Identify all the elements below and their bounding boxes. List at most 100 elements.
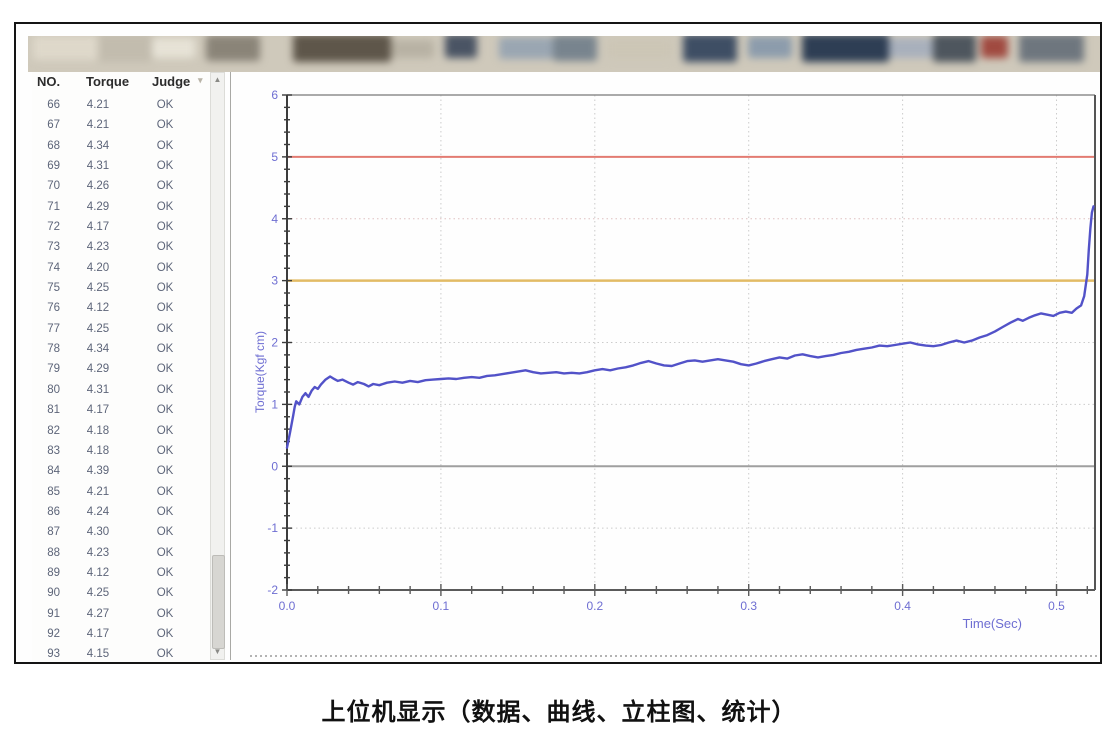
cell-no: 81 [47,404,60,417]
cell-no: 77 [47,322,60,335]
cell-no: 69 [47,160,60,173]
table-row[interactable]: 66 4.21 OK [32,96,210,116]
cell-no: 67 [47,119,60,132]
table-row[interactable]: 93 4.15 OK [32,645,210,660]
cell-judge: OK [156,99,174,111]
cell-no: 93 [47,648,60,660]
table-row[interactable]: 91 4.27 OK [32,605,210,625]
cell-no: 76 [47,302,60,315]
cell-torque: 4.25 [86,322,110,335]
cell-no: 66 [47,99,60,111]
table-row[interactable]: 71 4.29 OK [32,198,210,218]
cell-judge: OK [156,505,174,518]
cell-no: 73 [47,241,60,254]
column-header-torque[interactable]: Torque [86,74,130,89]
cell-torque: 4.15 [86,648,110,660]
column-header-no[interactable]: NO. [37,74,61,89]
cell-torque: 4.21 [86,119,110,132]
cell-torque: 4.21 [86,485,110,498]
cell-torque: 4.25 [86,282,110,295]
column-header-judge[interactable]: Judge [152,74,191,89]
svg-text:4: 4 [271,212,278,226]
table-row[interactable]: 87 4.30 OK [32,523,210,543]
cell-judge: OK [156,587,174,600]
table-row[interactable]: 84 4.39 OK [32,462,210,482]
table-row[interactable]: 80 4.31 OK [32,381,210,401]
panel-divider [230,72,231,660]
cell-no: 90 [47,587,60,600]
cell-torque: 4.17 [86,627,110,640]
table-row[interactable]: 79 4.29 OK [32,360,210,380]
table-row[interactable]: 85 4.21 OK [32,483,210,503]
figure-caption: 上位机显示（数据、曲线、立柱图、统计） [321,699,797,726]
cell-torque: 4.39 [86,465,110,478]
cell-judge: OK [156,200,174,213]
svg-text:6: 6 [271,88,278,102]
table-row[interactable]: 76 4.12 OK [32,299,210,319]
cell-judge: OK [156,139,174,152]
svg-text:-1: -1 [267,521,278,535]
cell-judge: OK [156,546,174,559]
cell-no: 92 [47,627,60,640]
cell-no: 70 [47,180,60,193]
results-table: NO. Torque Judge ▾ 66 4.21 OK 67 4.21 OK 68 4.3… [32,72,210,662]
cell-no: 88 [47,546,60,559]
cell-judge: OK [156,363,174,376]
svg-text:0.5: 0.5 [1048,599,1065,613]
cell-judge: OK [156,261,174,274]
table-row[interactable]: 77 4.25 OK [32,320,210,340]
cell-torque: 4.29 [86,363,110,376]
scrollbar-up-arrow-icon[interactable]: ▲ [213,75,222,84]
table-row[interactable]: 67 4.21 OK [32,116,210,136]
torque-curve [285,205,1095,449]
svg-text:0.0: 0.0 [279,599,296,613]
table-row[interactable]: 86 4.24 OK [32,503,210,523]
cell-no: 78 [47,343,60,356]
cell-judge: OK [156,180,174,193]
table-row[interactable]: 82 4.18 OK [32,422,210,442]
cell-torque: 4.18 [86,424,110,437]
svg-text:1: 1 [271,397,278,411]
table-row[interactable]: 69 4.31 OK [32,157,210,177]
svg-text:5: 5 [271,150,278,164]
cell-torque: 4.30 [86,526,110,539]
scrollbar-down-arrow-icon[interactable]: ▼ [213,647,222,656]
table-row[interactable]: 68 4.34 OK [32,137,210,157]
cell-no: 80 [47,383,60,396]
table-row[interactable]: 89 4.12 OK [32,564,210,584]
table-row[interactable]: 74 4.20 OK [32,259,210,279]
cell-judge: OK [156,526,174,539]
svg-text:-2: -2 [267,583,278,597]
cell-no: 71 [47,200,60,213]
scrollbar-thumb[interactable] [212,555,225,649]
cell-no: 72 [47,221,60,234]
cell-no: 84 [47,465,60,478]
cell-torque: 4.31 [86,383,110,396]
table-row[interactable]: 90 4.25 OK [32,584,210,604]
cell-judge: OK [156,424,174,437]
table-row[interactable]: 92 4.17 OK [32,625,210,645]
table-row[interactable]: 70 4.26 OK [32,177,210,197]
cell-judge: OK [156,404,174,417]
svg-text:0.2: 0.2 [586,599,603,613]
cell-judge: OK [156,119,174,132]
table-row[interactable]: 88 4.23 OK [32,544,210,564]
app-toolbar [28,36,1100,72]
results-table-header: NO. Torque Judge ▾ [32,74,210,94]
cell-judge: OK [156,485,174,498]
table-row[interactable]: 78 4.34 OK [32,340,210,360]
torque-chart-svg: -2 -1 0 1 2 3 4 5 6 0.0 0.1 0.2 0.3 0.4 0.5 Torque(Kgf … [250,88,1098,657]
table-row[interactable]: 72 4.17 OK [32,218,210,238]
cell-torque: 4.20 [86,261,110,274]
cell-torque: 4.23 [86,241,110,254]
cell-judge: OK [156,627,174,640]
cell-no: 82 [47,424,60,437]
cell-torque: 4.24 [86,505,110,518]
table-row[interactable]: 75 4.25 OK [32,279,210,299]
cell-torque: 4.31 [86,160,110,173]
table-row[interactable]: 81 4.17 OK [32,401,210,421]
table-row[interactable]: 83 4.18 OK [32,442,210,462]
table-row[interactable]: 73 4.23 OK [32,238,210,258]
table-scrollbar[interactable]: ▲ ▼ [210,72,225,660]
